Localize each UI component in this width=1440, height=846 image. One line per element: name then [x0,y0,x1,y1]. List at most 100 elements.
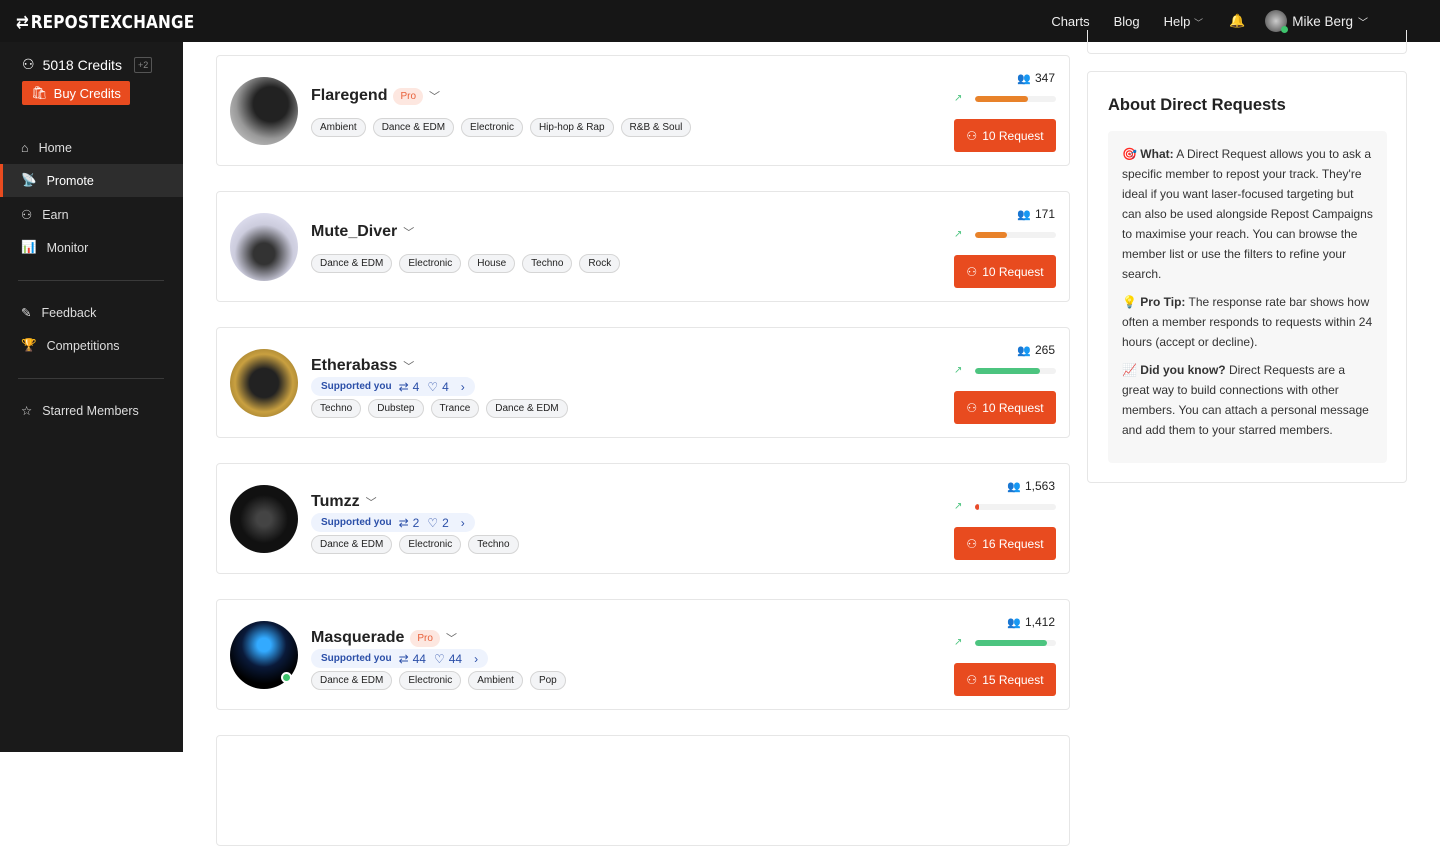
genre-tag[interactable]: R&B & Soul [620,118,692,137]
chevron-down-icon[interactable]: ﹀ [403,361,415,373]
repost-icon: ⇄ [398,379,409,394]
online-indicator [281,672,292,683]
panel [1087,30,1407,54]
coins-icon: ⚇ [966,672,978,687]
response-rate-bar [975,368,1056,374]
request-button[interactable]: ⚇ 10 Request [954,255,1056,288]
response-rate-fill [975,640,1048,646]
sidebar-item-monitor[interactable]: 📊 Monitor [21,240,89,255]
genre-tag[interactable]: Ambient [468,671,523,690]
member-card: Tumzz ﹀ Supported you ⇄ 2 ♡ 2 › Dance & EDM El… [216,463,1070,574]
follower-count: 👥 1,563 [1007,479,1055,493]
member-avatar[interactable] [230,77,298,145]
trending-up-icon: ↗ [954,229,963,240]
request-button[interactable]: ⚇ 10 Request [954,391,1056,424]
trending-up-icon: ↗ [954,93,963,104]
member-card: Flaregend Pro ﹀ Ambient Dance & EDM Electr… [216,55,1070,166]
response-rate-fill [975,232,1008,238]
nav-charts[interactable]: Charts [1051,13,1090,29]
nav-blog[interactable]: Blog [1113,13,1140,29]
sidebar-item-promote[interactable]: 📡 Promote [0,164,183,197]
member-avatar[interactable] [230,485,298,553]
chevron-down-icon: ﹀ [1358,17,1368,29]
star-icon: ☆ [21,404,33,418]
heart-icon: ♡ [433,651,445,666]
repost-arrows-icon: ⇄ [16,12,30,33]
sidebar-item-feedback[interactable]: ✎ Feedback [21,305,97,321]
genre-tag[interactable]: Ambient [311,118,366,137]
buy-credits-button[interactable]: 🛍 Buy Credits [22,81,130,105]
sidebar-item-starred-members[interactable]: ☆ Starred Members [21,403,139,419]
request-button[interactable]: ⚇ 15 Request [954,663,1056,696]
genre-tag[interactable]: Dance & EDM [486,399,568,418]
users-icon: 👥 [1007,480,1021,493]
genre-tag[interactable]: Electronic [399,535,462,554]
chevron-right-icon: › [474,651,479,666]
sidebar-item-home[interactable]: ⌂ Home [21,140,72,155]
divider [18,378,164,379]
coins-icon: ⚇ [22,56,35,72]
avatar [1265,10,1289,33]
logo[interactable]: ⇄ REPOSTEXCHANGE [16,12,195,33]
chevron-down-icon: ﹀ [1194,17,1204,28]
bell-icon[interactable]: 🔔 [1229,13,1246,28]
genre-tag[interactable]: Rock [579,254,621,273]
follower-count: 👥 347 [1017,71,1055,85]
coins-icon: ⚇ [966,536,978,551]
member-name[interactable]: Masquerade [311,629,405,646]
users-icon: 👥 [1017,344,1031,357]
chevron-down-icon[interactable]: ﹀ [445,633,457,645]
follower-count: 👥 1,412 [1007,615,1055,629]
request-button[interactable]: ⚇ 10 Request [954,119,1056,152]
chevron-right-icon: › [460,379,465,394]
supported-you-badge[interactable]: Supported you ⇄ 44 ♡ 44 › [311,649,489,668]
genre-tag[interactable]: Pop [529,671,566,690]
genre-tag[interactable]: Electronic [461,118,523,137]
user-menu[interactable]: Mike Berg ﹀ [1265,10,1368,33]
genre-tag[interactable]: Techno [311,399,362,418]
genre-tag[interactable]: Dance & EDM [372,118,455,137]
sidebar-item-earn[interactable]: ⚇ Earn [21,207,69,223]
repost-icon: ⇄ [398,515,409,530]
member-name[interactable]: Tumzz [311,493,360,510]
member-name[interactable]: Mute_Diver [311,223,398,240]
genre-tag[interactable]: Dance & EDM [311,254,393,273]
coins-icon: ⚇ [966,264,978,279]
response-rate-fill [975,368,1040,374]
member-card: Etherabass ﹀ Supported you ⇄ 4 ♡ 4 › Techno Du… [216,327,1070,438]
member-avatar[interactable] [230,349,298,417]
top-bar: ⇄ REPOSTEXCHANGE Charts Blog Help ﹀ 🔔 Mik… [0,0,1440,42]
response-rate-bar [975,640,1056,646]
sidebar-item-competitions[interactable]: 🏆 Competitions [21,338,120,353]
genre-tag[interactable]: Techno [468,535,519,554]
trending-up-icon: ↗ [954,365,963,376]
genre-tag[interactable]: House [468,254,516,273]
genre-tag[interactable]: Dance & EDM [311,535,393,554]
genre-tag[interactable]: Hip-hop & Rap [529,118,614,137]
member-avatar[interactable] [230,213,298,281]
info-box: 🎯 What: A Direct Request allows you to a… [1108,131,1387,463]
genre-tag[interactable]: Electronic [399,254,462,273]
genre-tag[interactable]: Dubstep [368,399,424,418]
supported-you-badge[interactable]: Supported you ⇄ 2 ♡ 2 › [311,513,475,532]
broadcast-icon: 📡 [21,173,37,187]
chevron-down-icon[interactable]: ﹀ [429,91,441,103]
member-name[interactable]: Flaregend [311,87,388,104]
response-rate-bar [975,232,1056,238]
chevron-down-icon[interactable]: ﹀ [365,497,377,509]
credits-balance: 5018 Credits [42,56,122,73]
genre-tag[interactable]: Trance [430,399,480,418]
bar-chart-icon: 📊 [21,240,37,254]
target-icon: 🎯 [1122,147,1137,161]
supported-you-badge[interactable]: Supported you ⇄ 4 ♡ 4 › [311,377,475,396]
request-button[interactable]: ⚇ 16 Request [954,527,1056,560]
genre-tag[interactable]: Dance & EDM [311,671,393,690]
nav-help[interactable]: Help ﹀ [1163,13,1204,29]
member-name[interactable]: Etherabass [311,357,398,374]
chevron-right-icon: › [460,515,465,530]
chevron-down-icon[interactable]: ﹀ [403,227,415,239]
pro-badge: Pro [393,87,424,105]
genre-tag[interactable]: Electronic [399,671,462,690]
member-card: Mute_Diver ﹀ Dance & EDM Electronic House T… [216,191,1070,302]
genre-tag[interactable]: Techno [522,254,573,273]
